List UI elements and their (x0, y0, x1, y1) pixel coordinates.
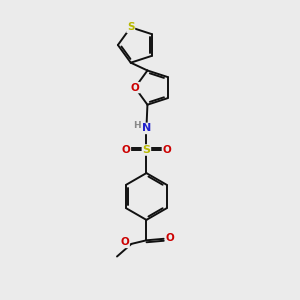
Text: O: O (120, 237, 129, 248)
Text: S: S (142, 145, 150, 155)
Text: O: O (165, 233, 174, 243)
Text: O: O (130, 82, 140, 93)
Text: O: O (122, 145, 130, 155)
Text: N: N (142, 123, 152, 134)
Text: S: S (127, 22, 134, 32)
Text: O: O (162, 145, 171, 155)
Text: H: H (134, 122, 141, 130)
